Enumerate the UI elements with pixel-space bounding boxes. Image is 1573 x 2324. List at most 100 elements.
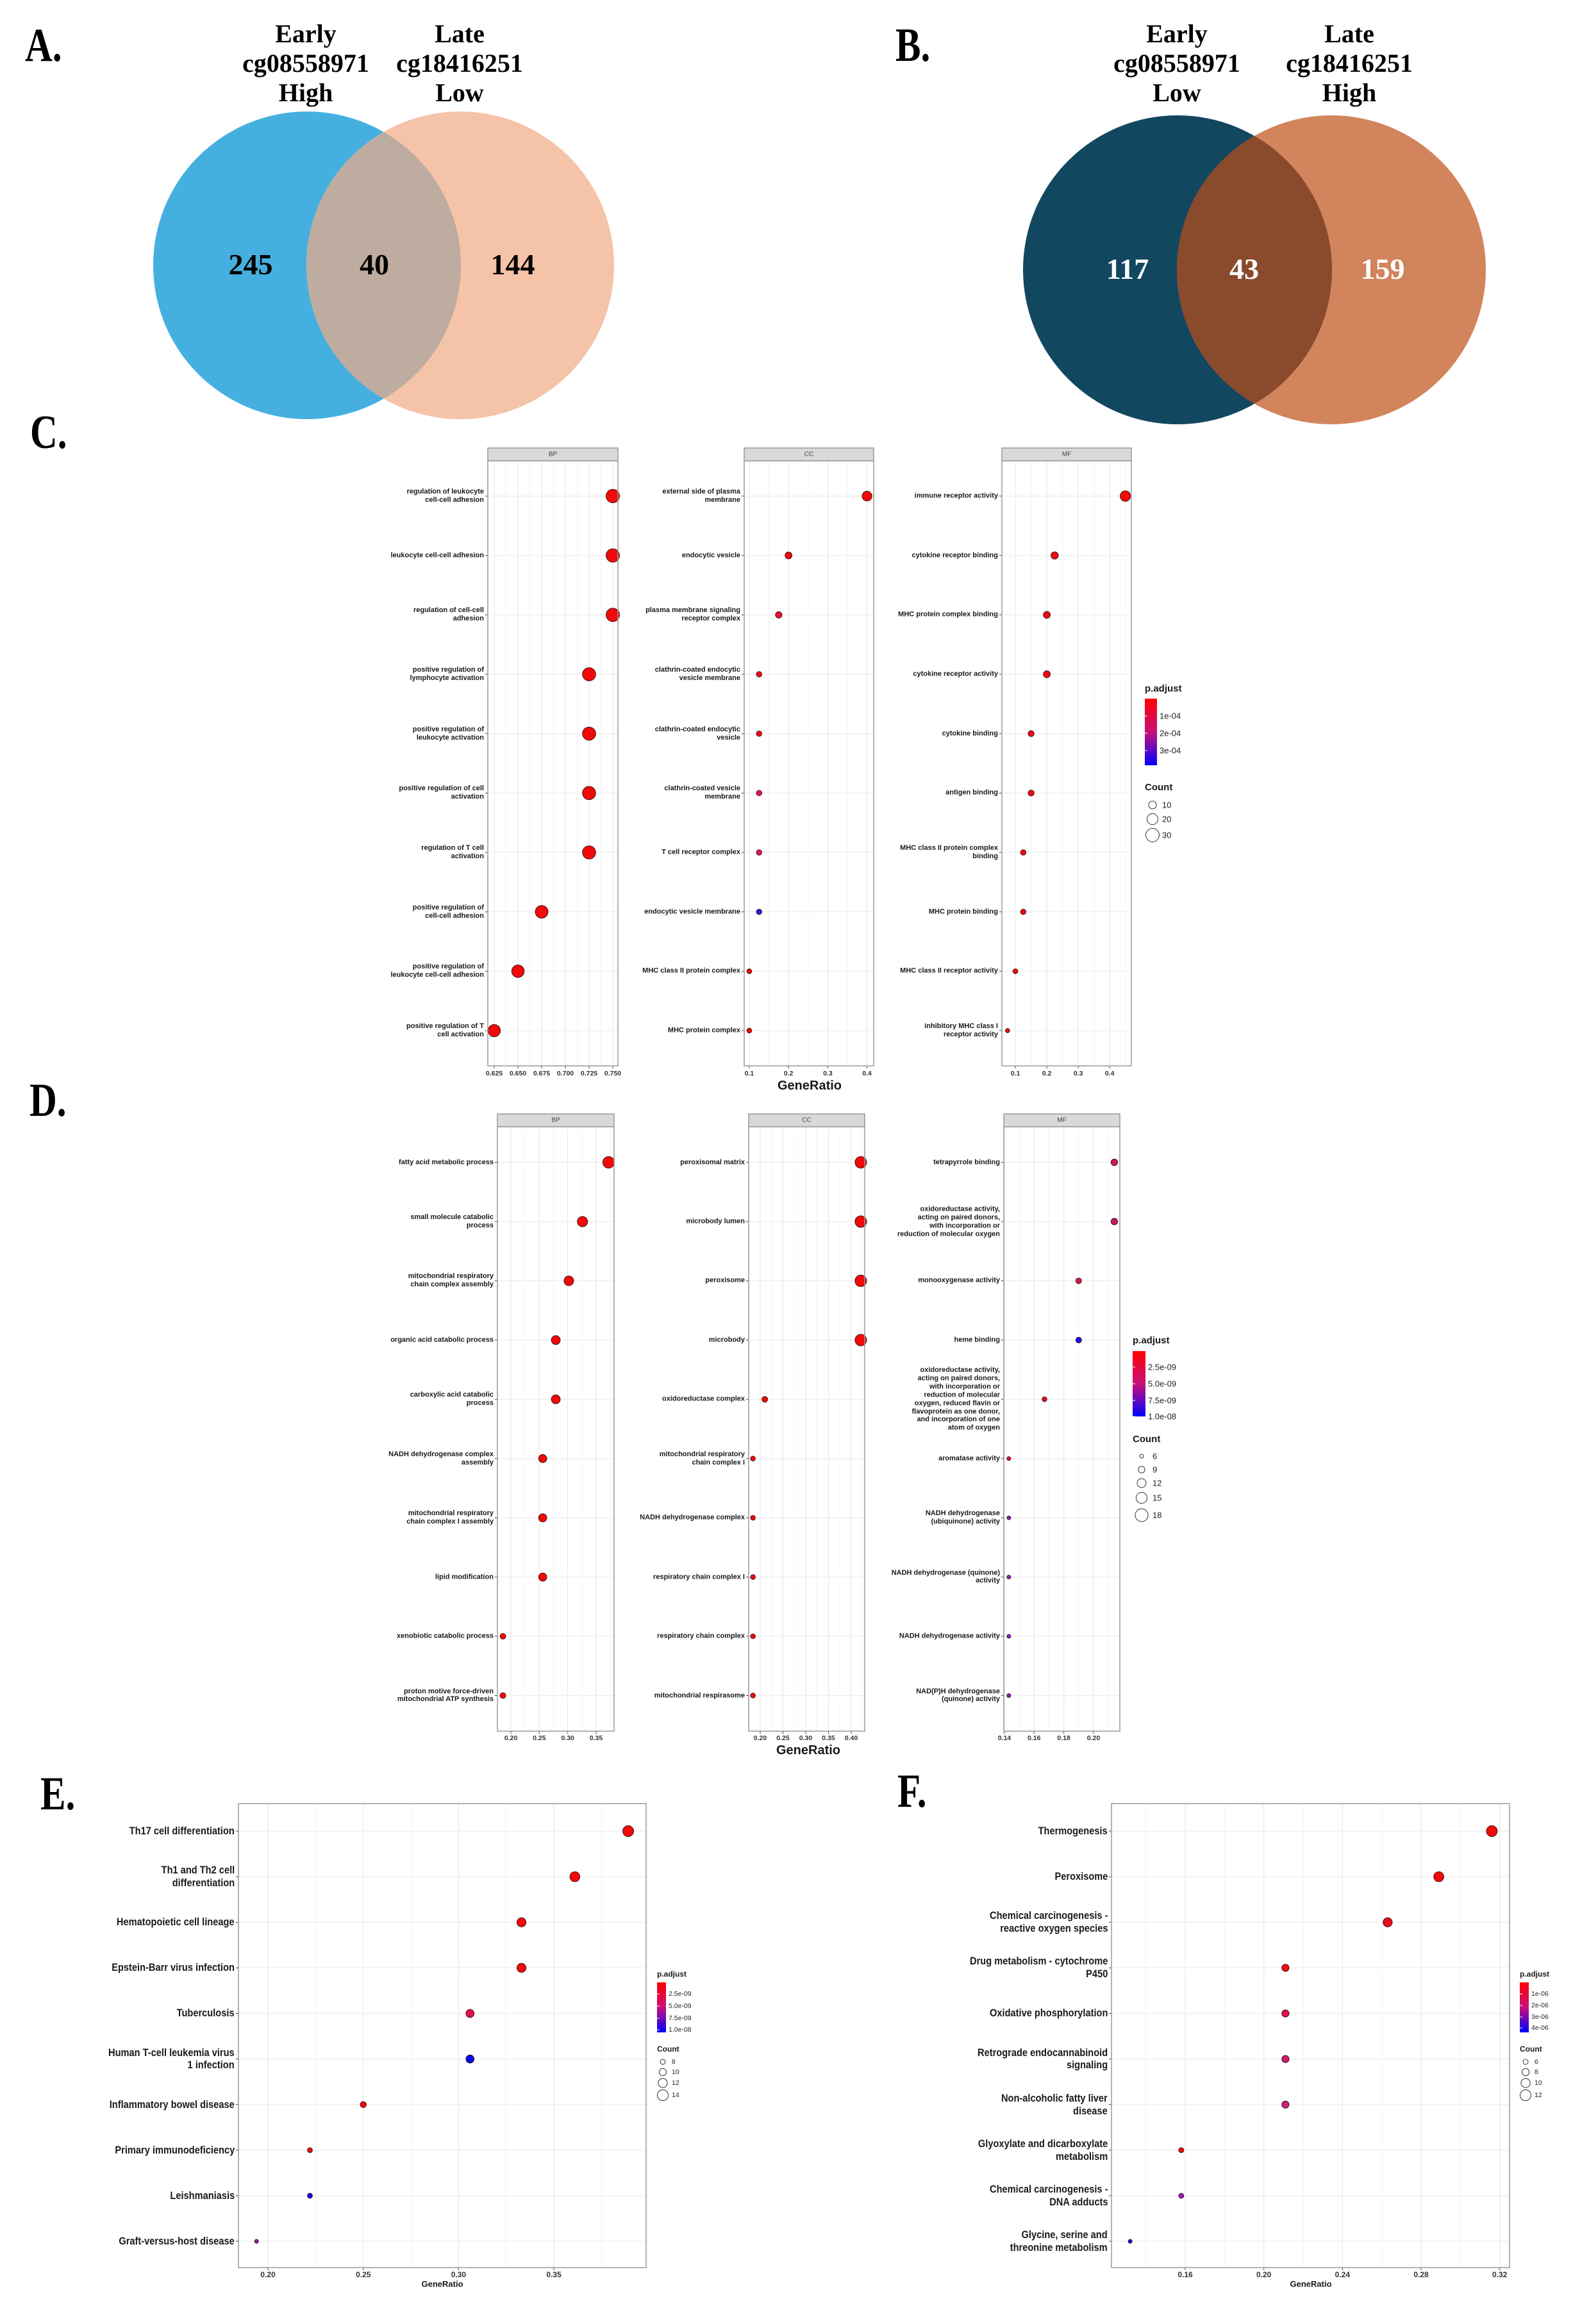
term-label: MHC protein complex binding [898, 610, 998, 618]
term-label: Glycine, serine and threonine metabolism [1010, 2229, 1108, 2253]
x-tick-label: 0.2 [1042, 1070, 1052, 1077]
venn-b-right-title: Late cg18416251 High [1266, 19, 1433, 108]
enrichment-dot [854, 1274, 867, 1287]
term-label: Epstein-Barr virus infection [112, 1961, 235, 1974]
title-line: Early [1146, 19, 1208, 48]
x-tick-label: 0.30 [561, 1734, 574, 1742]
venn-b-left-only-count: 117 [1106, 253, 1149, 285]
x-tick-label: 0.20 [1256, 2270, 1272, 2279]
enrichment-dot [1028, 790, 1035, 797]
legend-size-title: Count [657, 2045, 679, 2054]
x-tick-label: 0.14 [997, 1734, 1011, 1742]
legend-color-label: 2e-06 [1531, 2002, 1549, 2009]
term-label: oxidoreductase complex [662, 1395, 745, 1403]
title-line: Late [435, 19, 485, 48]
legend-size-title: Count [1145, 782, 1173, 793]
title-line: Low [435, 78, 484, 107]
x-tick-label: 0.20 [753, 1734, 767, 1742]
term-label: MHC protein binding [928, 908, 998, 916]
venn-b-left-title: Early cg08558971 Low [1094, 19, 1260, 108]
term-label: peroxisomal matrix [680, 1158, 745, 1166]
legend-size-label: 8 [1535, 2068, 1538, 2076]
x-tick-label: 0.4 [862, 1070, 872, 1077]
x-tick-label: 0.650 [509, 1070, 527, 1077]
term-label: NADH dehydrogenase activity [899, 1632, 1000, 1640]
term-label: oxidoreductase activity, acting on paire… [911, 1366, 1000, 1432]
enrichment-dot [1281, 2055, 1290, 2063]
x-tick-label: 0.725 [580, 1070, 598, 1077]
term-label: Human T-cell leukemia virus 1 infection [108, 2046, 235, 2071]
title-line: cg18416251 [1286, 49, 1413, 78]
x-tick-label: 0.4 [1104, 1070, 1115, 1077]
legend-size-circle [1139, 1454, 1144, 1459]
x-tick-label: 0.35 [546, 2270, 562, 2279]
enrichment-dot [756, 849, 762, 856]
enrichment-dot [602, 1156, 615, 1169]
x-tick-label: 0.16 [1028, 1734, 1041, 1742]
enrichment-dot [360, 2101, 367, 2108]
legend-color-title: p.adjust [1520, 1970, 1550, 1979]
legend-size-title: Count [1520, 2045, 1542, 2054]
enrichment-dot [785, 551, 793, 560]
term-label: positive regulation of leukocyte cell-ce… [390, 963, 484, 979]
term-label: cytokine receptor activity [913, 670, 998, 678]
term-label: regulation of T cell activation [421, 844, 484, 860]
enrichment-dot [1281, 2009, 1290, 2018]
title-line: High [278, 78, 333, 107]
legend-size-label: 10 [672, 2068, 679, 2076]
term-label: small molecule catabolic process [410, 1213, 494, 1229]
legend-color-label: 7.5e-09 [669, 2014, 692, 2022]
title-line: Early [275, 19, 337, 48]
legend-colorbar [657, 1982, 666, 2032]
enrichment-dot [516, 1963, 527, 1973]
term-label: Th1 and Th2 cell differentiation [161, 1864, 235, 1889]
enrichment-dot [746, 1027, 753, 1034]
legend-color-label: 5.0e-09 [1148, 1379, 1177, 1389]
legend-size-label: 14 [672, 2091, 679, 2099]
legend-size-label: 30 [1162, 830, 1172, 840]
legend-size-circle [1148, 801, 1157, 809]
term-label: positive regulation of lymphocyte activa… [410, 666, 484, 682]
legend-color-label: 4e-06 [1531, 2024, 1549, 2032]
title-line: High [1322, 78, 1377, 107]
x-axis-title: GeneRatio [1290, 2279, 1332, 2289]
legend-color-label: 3e-04 [1160, 745, 1181, 756]
enrichment-dot [1020, 908, 1027, 915]
x-tick-label: 0.20 [260, 2270, 276, 2279]
term-label: Tuberculosis [177, 2007, 235, 2020]
plot-panel-background [1004, 1127, 1120, 1731]
enrichment-dot [582, 845, 596, 859]
x-tick-label: 0.18 [1057, 1734, 1070, 1742]
facet-strip [744, 447, 874, 461]
enrichment-dot [1020, 849, 1027, 856]
enrichment-dot [854, 1215, 867, 1228]
x-tick-label: 0.3 [823, 1070, 833, 1077]
enrichment-dot [861, 490, 872, 502]
x-tick-label: 0.3 [1073, 1070, 1083, 1077]
enrichment-dot [569, 1871, 581, 1882]
plot-panel-background [1111, 1804, 1510, 2268]
enrichment-dot [750, 1456, 756, 1461]
enrichment-dot [1075, 1336, 1082, 1343]
enrichment-dot [1042, 1397, 1047, 1402]
enrichment-dot [465, 2009, 475, 2018]
term-label: Oxidative phosphorylation [989, 2007, 1108, 2020]
x-tick-label: 0.28 [1413, 2270, 1429, 2279]
term-label: cytokine receptor binding [911, 551, 998, 560]
x-tick-label: 0.750 [604, 1070, 622, 1077]
term-label: antigen binding [945, 788, 998, 797]
plot-panel-background [749, 1127, 865, 1731]
x-tick-label: 0.35 [589, 1734, 603, 1742]
legend-size-circle [1138, 1466, 1145, 1473]
legend-color-title: p.adjust [1145, 683, 1182, 694]
enrichment-dot [1006, 1515, 1011, 1520]
legend-color-title: p.adjust [1133, 1335, 1170, 1346]
term-label: NAD(P)H dehydrogenase (quinone) activity [916, 1687, 1000, 1704]
x-tick-label: 0.2 [783, 1070, 794, 1077]
legend-color-label: 7.5e-09 [1148, 1395, 1177, 1406]
enrichment-dot [854, 1156, 867, 1169]
term-label: regulation of leukocyte cell-cell adhesi… [406, 488, 484, 504]
legend-size-label: 6 [1153, 1451, 1158, 1461]
x-tick-label: 0.35 [822, 1734, 835, 1742]
x-tick-label: 0.1 [744, 1070, 754, 1077]
